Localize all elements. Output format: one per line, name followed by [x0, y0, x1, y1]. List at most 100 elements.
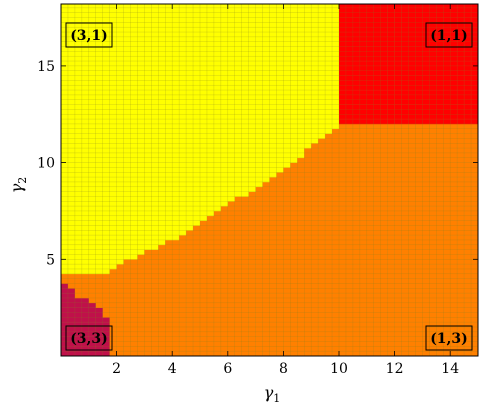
heatmap-cell [186, 220, 194, 226]
heatmap-cell [88, 90, 97, 96]
heatmap-cell [304, 7, 312, 14]
heatmap-cell [450, 186, 458, 192]
heatmap-cell [74, 244, 83, 250]
heatmap-cell [220, 206, 229, 212]
heatmap-cell [359, 32, 368, 38]
heatmap-cell [443, 288, 451, 294]
heatmap-cell [109, 225, 117, 231]
heatmap-cell [227, 201, 236, 207]
heatmap-cell [213, 288, 222, 294]
heatmap-cell [450, 206, 458, 212]
heatmap-cell [387, 351, 395, 357]
heatmap-cell [359, 41, 368, 47]
heatmap-cell [172, 75, 180, 81]
heatmap-cell [345, 215, 354, 221]
heatmap-cell [436, 22, 444, 28]
heatmap-cell [123, 51, 131, 57]
heatmap-cell [443, 133, 451, 139]
heatmap-cell [366, 210, 375, 217]
heatmap-cell [123, 191, 131, 197]
heatmap-cell [186, 4, 194, 9]
heatmap-cell [116, 181, 124, 188]
heatmap-cell [290, 22, 298, 28]
heatmap-cell [380, 283, 388, 289]
heatmap-cell [283, 41, 291, 47]
heatmap-cell [88, 56, 97, 62]
heatmap-cell [123, 293, 131, 299]
heatmap-cell [304, 302, 312, 308]
heatmap-cell [408, 152, 416, 159]
heatmap-cell [165, 51, 173, 57]
heatmap-cell [262, 239, 270, 246]
heatmap-cell [311, 143, 319, 149]
heatmap-cell [74, 331, 83, 337]
heatmap-cell [276, 196, 284, 202]
heatmap-cell [457, 167, 465, 173]
heatmap-cell [394, 341, 402, 347]
heatmap-cell [165, 36, 173, 43]
heatmap-cell [95, 259, 103, 265]
heatmap-cell [304, 307, 312, 313]
heatmap-cell [283, 322, 291, 328]
heatmap-cell [352, 177, 361, 183]
heatmap-cell [311, 336, 319, 342]
heatmap-cell [144, 268, 152, 275]
heatmap-cell [241, 331, 249, 337]
heatmap-cell [332, 235, 340, 241]
heatmap-cell [262, 235, 270, 241]
heatmap-cell [352, 302, 361, 308]
heatmap-cell [227, 36, 236, 43]
heatmap-cell [67, 104, 76, 110]
heatmap-cell [130, 201, 138, 207]
heatmap-cell [130, 70, 138, 76]
heatmap-cell [158, 288, 166, 294]
heatmap-cell [408, 297, 416, 304]
heatmap-cell [318, 351, 326, 357]
heatmap-cell [380, 225, 388, 231]
heatmap-cell [116, 351, 124, 357]
heatmap-cell [255, 128, 263, 134]
heatmap-cell [450, 312, 458, 318]
heatmap-cell [471, 239, 479, 246]
heatmap-cell [380, 326, 388, 333]
heatmap-cell [290, 12, 298, 18]
heatmap-cell [227, 351, 236, 357]
heatmap-cell [373, 351, 381, 357]
heatmap-cell [165, 220, 173, 226]
heatmap-cell [186, 206, 194, 212]
heatmap-cell [471, 119, 479, 125]
heatmap-cell [380, 206, 388, 212]
heatmap-cell [304, 12, 312, 18]
heatmap-cell [339, 7, 347, 14]
heatmap-cell [339, 317, 347, 323]
heatmap-cell [172, 336, 180, 342]
heatmap-cell [422, 254, 430, 260]
heatmap-cell [165, 268, 173, 275]
heatmap-cell [283, 27, 291, 33]
heatmap-cell [102, 351, 110, 357]
heatmap-cell [102, 138, 110, 144]
heatmap-cell [380, 317, 388, 323]
heatmap-cell [339, 75, 347, 81]
heatmap-cell [144, 351, 152, 357]
heatmap-cell [359, 312, 368, 318]
heatmap-cell [116, 99, 124, 105]
heatmap-cell [109, 7, 117, 14]
heatmap-cell [158, 326, 166, 333]
heatmap-cell [352, 249, 361, 255]
heatmap-cell [352, 331, 361, 337]
heatmap-cell [352, 61, 361, 67]
heatmap-cell [144, 65, 152, 72]
heatmap-cell [332, 196, 340, 202]
heatmap-cell [429, 230, 437, 236]
heatmap-cell [297, 297, 305, 304]
heatmap-cell [359, 177, 368, 183]
heatmap-cell [158, 293, 166, 299]
heatmap-cell [200, 230, 208, 236]
heatmap-cell [172, 22, 180, 28]
heatmap-cell [297, 123, 305, 130]
heatmap-cell [102, 259, 110, 265]
heatmap-cell [186, 302, 194, 308]
heatmap-cell [220, 152, 229, 159]
heatmap-cell [464, 157, 472, 163]
